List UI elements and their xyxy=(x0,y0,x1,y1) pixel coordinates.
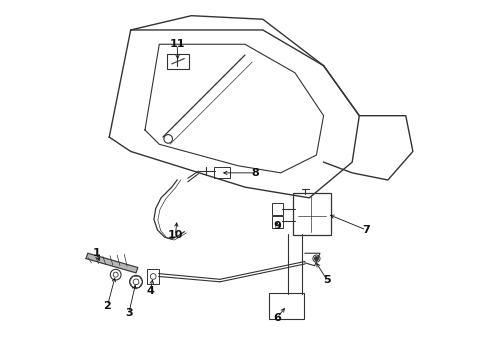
FancyBboxPatch shape xyxy=(214,167,230,178)
Circle shape xyxy=(315,257,318,260)
Text: 5: 5 xyxy=(323,275,331,285)
Polygon shape xyxy=(86,253,138,273)
Text: 10: 10 xyxy=(168,230,183,240)
Text: 6: 6 xyxy=(273,312,281,323)
Text: 4: 4 xyxy=(147,287,154,296)
FancyBboxPatch shape xyxy=(147,269,159,284)
Text: 7: 7 xyxy=(363,225,370,235)
Text: 11: 11 xyxy=(170,39,185,49)
FancyBboxPatch shape xyxy=(270,293,304,319)
FancyBboxPatch shape xyxy=(167,54,189,68)
Text: 1: 1 xyxy=(93,248,100,258)
Text: 2: 2 xyxy=(103,301,111,311)
FancyBboxPatch shape xyxy=(272,203,283,215)
Text: 8: 8 xyxy=(252,168,260,178)
Text: 9: 9 xyxy=(273,221,281,231)
FancyBboxPatch shape xyxy=(272,216,283,228)
FancyBboxPatch shape xyxy=(293,193,331,235)
Text: 3: 3 xyxy=(125,308,133,318)
